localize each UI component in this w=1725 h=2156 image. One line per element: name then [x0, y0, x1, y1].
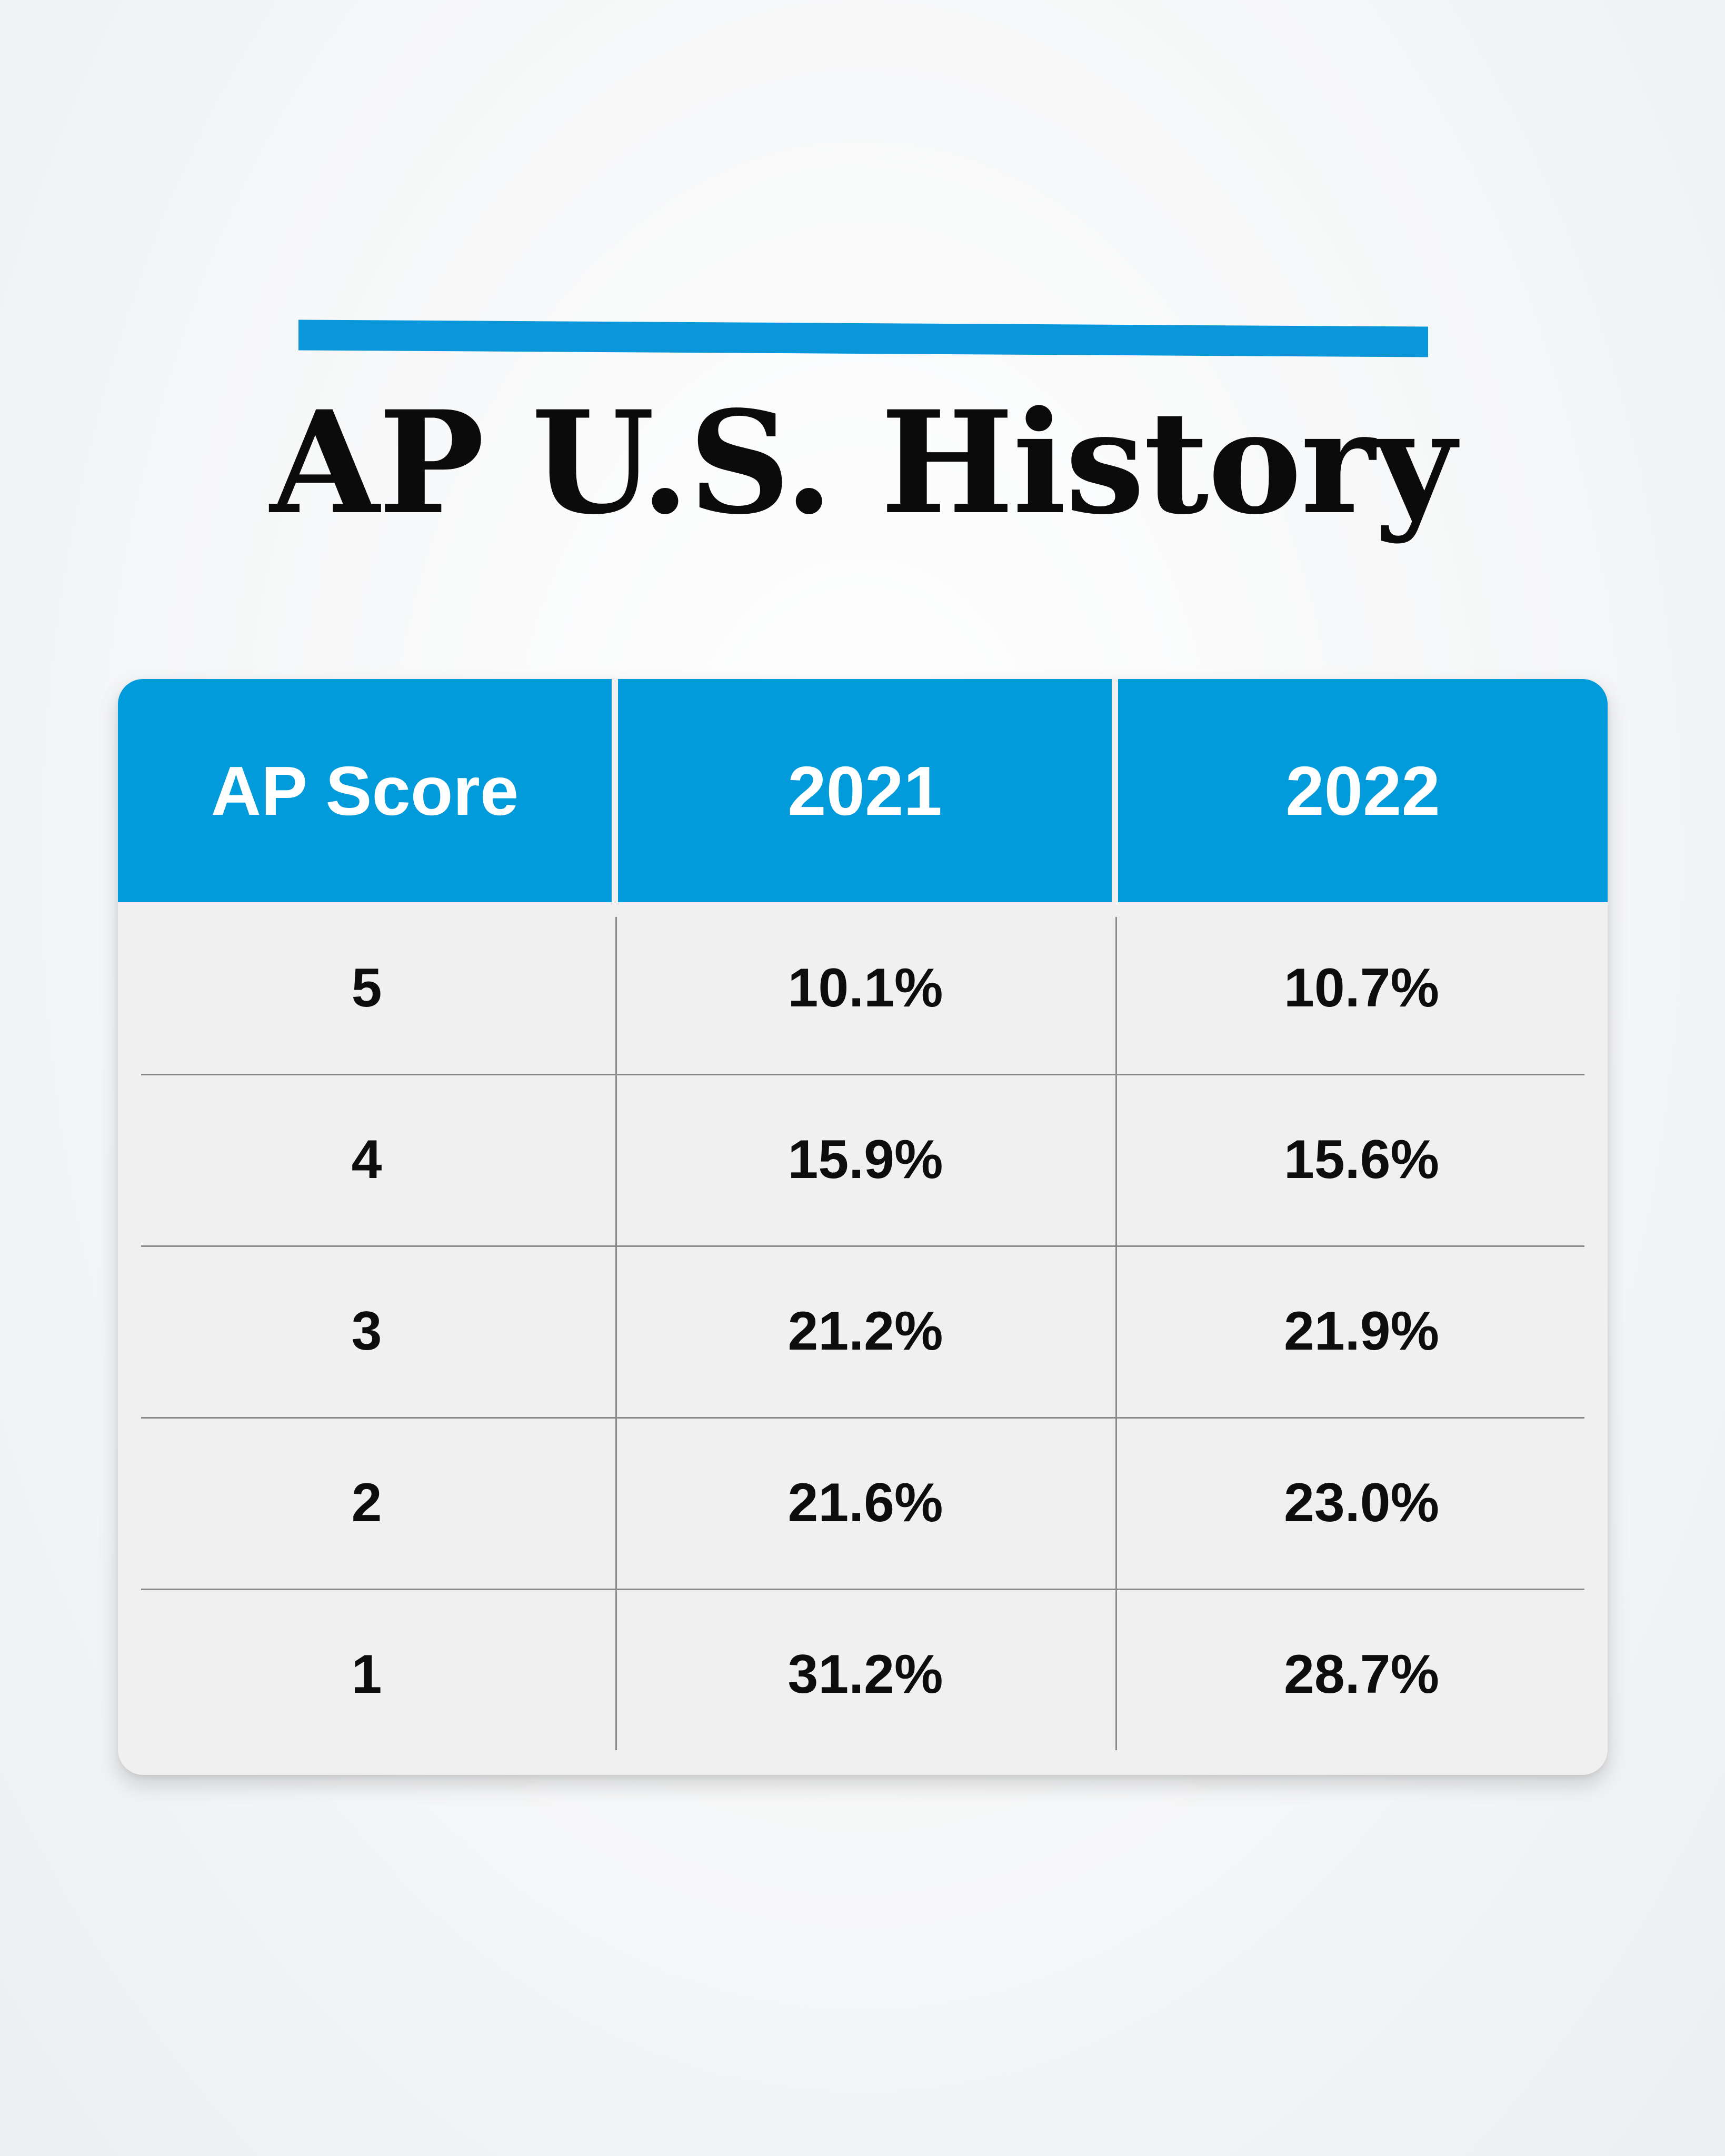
table-row: 2 21.6% 23.0%	[118, 1417, 1608, 1589]
row-divider	[141, 1417, 1584, 1419]
table-cell-score: 3	[351, 1300, 382, 1362]
table-row: 3 21.2% 21.9%	[118, 1245, 1608, 1417]
table-cell-2022: 21.9%	[1284, 1300, 1439, 1362]
table-cell-2021: 15.9%	[787, 1129, 943, 1190]
table-cell-2022: 23.0%	[1284, 1472, 1439, 1533]
score-table: AP Score 2021 2022 5 10.1% 10.7% 4 15.9%…	[118, 679, 1608, 1775]
header-cell-ap-score: AP Score	[118, 679, 612, 902]
table-cell-2021: 31.2%	[787, 1643, 943, 1705]
table-cell-2021: 21.2%	[787, 1300, 943, 1362]
table-cell-2021: 10.1%	[787, 957, 943, 1019]
header-cell-2022: 2022	[1118, 679, 1608, 902]
row-divider	[141, 1589, 1584, 1590]
table-body: 5 10.1% 10.7% 4 15.9% 15.6% 3 21.2% 21.9…	[118, 902, 1608, 1775]
column-divider	[1115, 917, 1117, 1750]
row-divider	[141, 1245, 1584, 1247]
table-cell-2022: 15.6%	[1284, 1129, 1439, 1190]
table-row: 5 10.1% 10.7%	[118, 902, 1608, 1074]
title-accent-bar	[298, 320, 1428, 357]
table-cell-score: 1	[351, 1643, 382, 1705]
table-cell-2022: 28.7%	[1284, 1643, 1439, 1705]
table-cell-score: 2	[351, 1472, 382, 1533]
table-cell-2021: 21.6%	[787, 1472, 943, 1533]
table-row: 1 31.2% 28.7%	[118, 1589, 1608, 1760]
row-divider	[141, 1074, 1584, 1075]
table-header-row: AP Score 2021 2022	[118, 679, 1608, 902]
table-row: 4 15.9% 15.6%	[118, 1074, 1608, 1245]
page-title: AP U.S. History	[270, 380, 1456, 546]
table-cell-score: 5	[351, 957, 382, 1019]
table-cell-score: 4	[351, 1129, 382, 1190]
header-cell-2021: 2021	[618, 679, 1112, 902]
table-cell-2022: 10.7%	[1284, 957, 1439, 1019]
column-divider	[615, 917, 617, 1750]
